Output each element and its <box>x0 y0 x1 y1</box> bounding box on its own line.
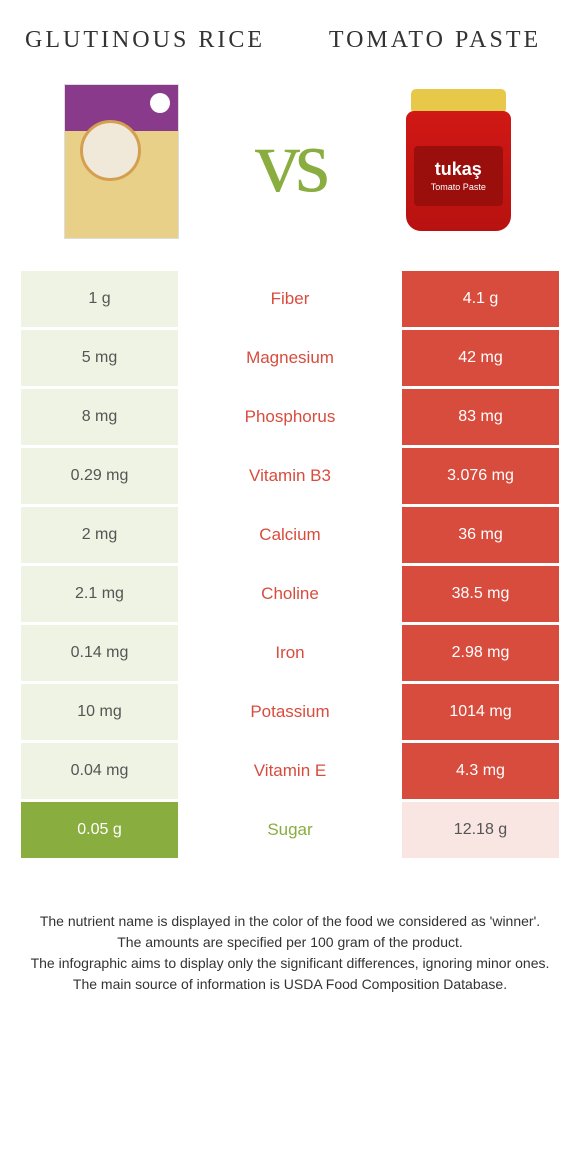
right-value: 83 mg <box>399 389 559 445</box>
right-value: 1014 mg <box>399 684 559 740</box>
nutrient-row: 1 gFiber4.1 g <box>21 271 559 330</box>
nutrient-label: Choline <box>181 566 399 622</box>
left-value: 10 mg <box>21 684 181 740</box>
nutrient-label: Vitamin E <box>181 743 399 799</box>
left-value: 0.14 mg <box>21 625 181 681</box>
footer-line: The amounts are specified per 100 gram o… <box>30 932 550 953</box>
left-value: 0.29 mg <box>21 448 181 504</box>
nutrient-label: Calcium <box>181 507 399 563</box>
right-value: 4.3 mg <box>399 743 559 799</box>
left-value: 8 mg <box>21 389 181 445</box>
rice-package-icon <box>64 84 179 239</box>
infographic-container: Glutinous rice Tomato paste vs tukaş Tom… <box>0 0 580 1015</box>
footer-line: The infographic aims to display only the… <box>30 953 550 974</box>
nutrient-label: Phosphorus <box>181 389 399 445</box>
left-value: 0.04 mg <box>21 743 181 799</box>
nutrient-row: 0.14 mgIron2.98 mg <box>21 625 559 684</box>
nutrient-label: Fiber <box>181 271 399 327</box>
footer-line: The nutrient name is displayed in the co… <box>30 911 550 932</box>
right-value: 3.076 mg <box>399 448 559 504</box>
nutrient-row: 0.05 gSugar12.18 g <box>21 802 559 861</box>
left-food-title: Glutinous rice <box>0 0 290 71</box>
nutrient-row: 0.29 mgVitamin B33.076 mg <box>21 448 559 507</box>
right-value: 36 mg <box>399 507 559 563</box>
left-value: 1 g <box>21 271 181 327</box>
nutrient-row: 10 mgPotassium1014 mg <box>21 684 559 743</box>
right-value: 4.1 g <box>399 271 559 327</box>
footer-line: The main source of information is USDA F… <box>30 974 550 995</box>
header-row: Glutinous rice Tomato paste <box>0 0 580 71</box>
nutrient-label: Sugar <box>181 802 399 858</box>
left-value: 2.1 mg <box>21 566 181 622</box>
right-value: 42 mg <box>399 330 559 386</box>
right-value: 12.18 g <box>399 802 559 858</box>
nutrient-label: Vitamin B3 <box>181 448 399 504</box>
left-value: 2 mg <box>21 507 181 563</box>
nutrient-row: 2 mgCalcium36 mg <box>21 507 559 566</box>
right-value: 38.5 mg <box>399 566 559 622</box>
left-value: 0.05 g <box>21 802 181 858</box>
nutrient-table: 1 gFiber4.1 g5 mgMagnesium42 mg8 mgPhosp… <box>21 271 559 861</box>
left-food-image <box>52 81 192 241</box>
image-row: vs tukaş Tomato Paste <box>0 71 580 271</box>
jar-product: Tomato Paste <box>431 182 486 192</box>
nutrient-label: Potassium <box>181 684 399 740</box>
footer-notes: The nutrient name is displayed in the co… <box>0 861 580 1015</box>
nutrient-row: 5 mgMagnesium42 mg <box>21 330 559 389</box>
left-value: 5 mg <box>21 330 181 386</box>
tomato-jar-icon: tukaş Tomato Paste <box>406 89 511 234</box>
right-value: 2.98 mg <box>399 625 559 681</box>
right-food-title: Tomato paste <box>290 0 580 71</box>
right-food-image: tukaş Tomato Paste <box>388 81 528 241</box>
jar-brand: tukaş <box>435 159 482 180</box>
nutrient-row: 2.1 mgCholine38.5 mg <box>21 566 559 625</box>
nutrient-row: 0.04 mgVitamin E4.3 mg <box>21 743 559 802</box>
nutrient-row: 8 mgPhosphorus83 mg <box>21 389 559 448</box>
nutrient-label: Magnesium <box>181 330 399 386</box>
vs-label: vs <box>255 110 325 213</box>
nutrient-label: Iron <box>181 625 399 681</box>
